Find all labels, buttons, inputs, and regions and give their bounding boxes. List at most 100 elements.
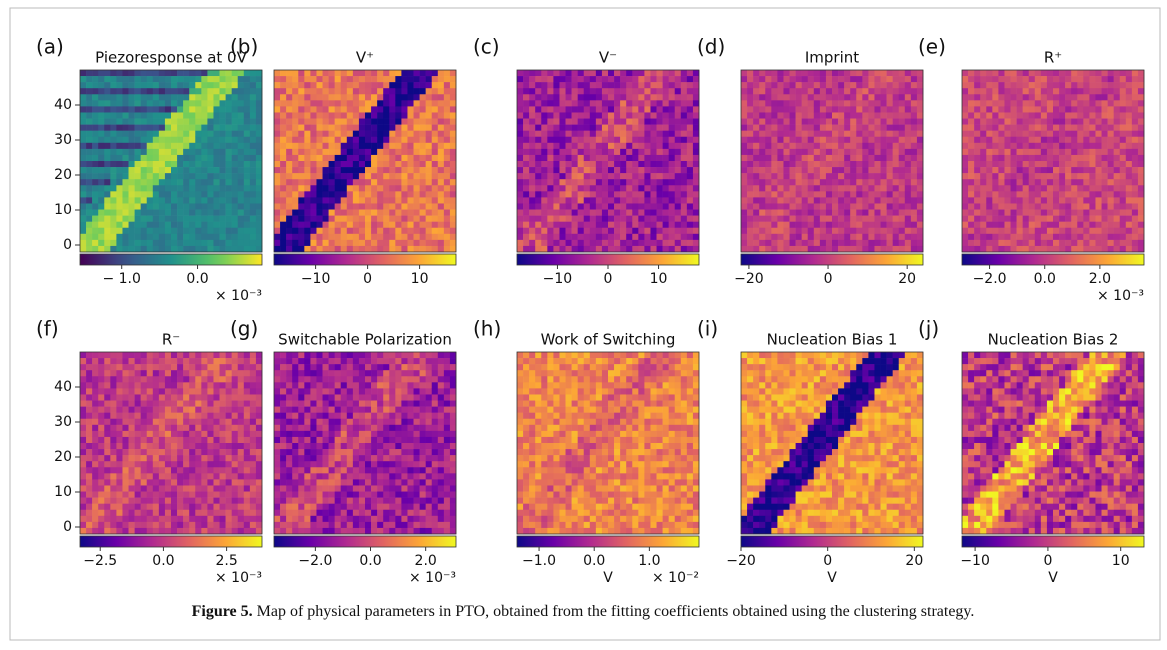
heatmap-cell <box>292 161 298 167</box>
heatmap-cell <box>669 131 675 137</box>
heatmap-cell <box>1114 125 1120 131</box>
heatmap-cell <box>1047 70 1053 76</box>
heatmap-cell <box>86 161 92 167</box>
heatmap-cell <box>80 119 86 125</box>
heatmap-cell <box>335 234 341 240</box>
heatmap-cell <box>1023 100 1029 106</box>
heatmap-cell <box>195 137 201 143</box>
heatmap-cell <box>220 222 226 228</box>
heatmap-cell <box>741 167 747 173</box>
heatmap-cell <box>80 143 86 149</box>
heatmap-cell <box>681 203 687 209</box>
heatmap-cell <box>116 467 122 473</box>
heatmap-cell <box>1114 173 1120 179</box>
heatmap-cell <box>1132 131 1138 137</box>
heatmap-cell <box>92 203 98 209</box>
heatmap-cell <box>844 82 850 88</box>
heatmap-cell <box>759 185 765 191</box>
heatmap-cell <box>783 210 789 216</box>
heatmap-cell <box>347 240 353 246</box>
heatmap-cell <box>759 82 765 88</box>
heatmap-cell <box>608 125 614 131</box>
heatmap-cell <box>104 112 110 118</box>
heatmap-cell <box>559 210 565 216</box>
heatmap-cell <box>86 131 92 137</box>
heatmap-cell <box>523 234 529 240</box>
heatmap-cell <box>584 143 590 149</box>
heatmap-cell <box>195 106 201 112</box>
heatmap-cell <box>986 179 992 185</box>
heatmap-cell <box>868 88 874 94</box>
heatmap-cell <box>584 94 590 100</box>
heatmap-cell <box>86 413 92 419</box>
heatmap-cell <box>529 155 535 161</box>
heatmap-cell <box>365 167 371 173</box>
heatmap-cell <box>856 100 862 106</box>
heatmap-cell <box>383 131 389 137</box>
heatmap-cell <box>887 228 893 234</box>
heatmap-cell <box>626 94 632 100</box>
heatmap-cell <box>802 82 808 88</box>
heatmap-cell <box>753 119 759 125</box>
heatmap-cell <box>1083 246 1089 252</box>
heatmap-cell <box>826 88 832 94</box>
heatmap-cell <box>566 76 572 82</box>
heatmap-cell <box>790 100 796 106</box>
heatmap-cell <box>632 149 638 155</box>
heatmap-cell <box>856 131 862 137</box>
heatmap-cell <box>141 88 147 94</box>
heatmap-cell <box>1095 94 1101 100</box>
heatmap-cell <box>765 216 771 222</box>
heatmap-cell <box>856 240 862 246</box>
heatmap-cell <box>450 155 456 161</box>
heatmap-cell <box>250 197 256 203</box>
heatmap-cell <box>820 228 826 234</box>
heatmap-cell <box>905 179 911 185</box>
heatmap-cell <box>116 364 122 370</box>
heatmap-cell <box>790 167 796 173</box>
heatmap-cell <box>1083 100 1089 106</box>
heatmap-cell <box>796 76 802 82</box>
heatmap-cell <box>1108 161 1114 167</box>
heatmap-cell <box>529 228 535 234</box>
heatmap-cell <box>1138 228 1144 234</box>
heatmap-cell <box>359 143 365 149</box>
heatmap-cell <box>1065 161 1071 167</box>
heatmap-cell <box>814 234 820 240</box>
heatmap-cell <box>517 246 523 252</box>
heatmap-cell <box>874 112 880 118</box>
heatmap-cell <box>195 125 201 131</box>
heatmap-cell <box>992 240 998 246</box>
heatmap-cell <box>535 222 541 228</box>
heatmap-cell <box>407 179 413 185</box>
heatmap-cell <box>553 222 559 228</box>
heatmap-cell <box>620 100 626 106</box>
heatmap-cell <box>1035 70 1041 76</box>
heatmap-cell <box>377 234 383 240</box>
heatmap-cell <box>790 210 796 216</box>
heatmap-cell <box>213 179 219 185</box>
heatmap-cell <box>820 246 826 252</box>
heatmap-cell <box>98 413 104 419</box>
heatmap-cell <box>893 179 899 185</box>
heatmap-cell <box>650 76 656 82</box>
heatmap-cell <box>838 179 844 185</box>
heatmap-cell <box>547 222 553 228</box>
heatmap-cell <box>129 522 135 528</box>
heatmap-cell <box>887 167 893 173</box>
heatmap-cell <box>371 88 377 94</box>
heatmap-cell <box>559 216 565 222</box>
heatmap-cell <box>911 137 917 143</box>
heatmap-cell <box>116 234 122 240</box>
heatmap-cell <box>1023 106 1029 112</box>
heatmap-cell <box>238 155 244 161</box>
heatmap-cell <box>1059 228 1065 234</box>
heatmap-cell <box>790 173 796 179</box>
heatmap-cell <box>395 119 401 125</box>
heatmap-cell <box>104 155 110 161</box>
heatmap-cell <box>1120 179 1126 185</box>
heatmap-cell <box>1138 246 1144 252</box>
heatmap-cell <box>838 216 844 222</box>
heatmap-cell <box>1065 210 1071 216</box>
heatmap-cell <box>638 88 644 94</box>
